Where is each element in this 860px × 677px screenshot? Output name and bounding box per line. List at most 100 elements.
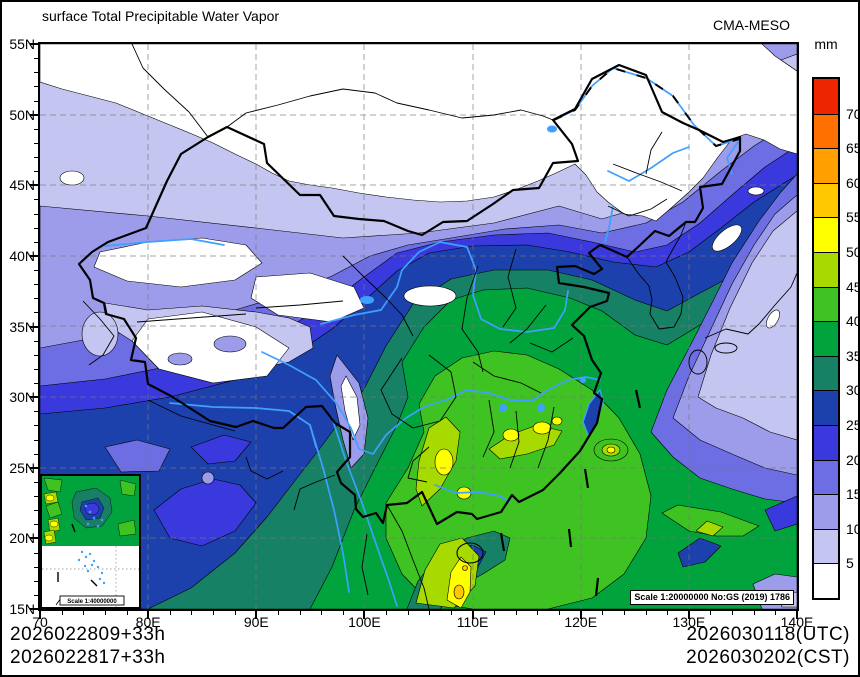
inset-scale-box: Scale 1:40000000 (55, 595, 125, 606)
y-axis-minor-tick (34, 86, 38, 88)
x-axis-minor-tick (667, 611, 669, 615)
x-axis-minor-tick (450, 611, 452, 615)
x-axis-major-tick (687, 611, 690, 619)
x-axis-minor-tick (321, 611, 323, 615)
x-axis-major-tick (579, 611, 582, 619)
x-axis-major-tick (363, 611, 366, 619)
x-axis-minor-tick (191, 611, 193, 615)
y-axis-minor-tick (34, 524, 38, 526)
y-axis-minor-tick (34, 566, 38, 568)
y-axis-tick-label: 45N (9, 177, 35, 194)
colorbar (812, 77, 840, 600)
colorbar-segment (814, 182, 838, 218)
y-axis-minor-tick (34, 354, 38, 356)
colorbar-tick-label: 35 (846, 347, 858, 364)
colorbar-tick-label: 55 (846, 209, 858, 226)
colorbar-segment (814, 563, 838, 598)
x-axis-minor-tick (126, 611, 128, 615)
x-axis-minor-tick (342, 611, 344, 615)
y-axis-minor-tick (34, 227, 38, 229)
y-axis-minor-tick (34, 142, 38, 144)
lakes (360, 125, 586, 412)
colorbar-segment (814, 424, 838, 460)
y-axis-tick-label: 15N (9, 601, 35, 617)
x-axis-minor-tick (61, 611, 63, 615)
x-axis-tick-label: 130E (672, 614, 706, 630)
y-axis-minor-tick (34, 340, 38, 342)
x-axis-minor-tick (429, 611, 431, 615)
x-axis-minor-tick (277, 611, 279, 615)
x-axis-minor-tick (602, 611, 604, 615)
map-plot-area: Scale 1:40000000 Scale 1:20000000 No:GS … (30, 42, 799, 619)
x-axis-minor-tick (169, 611, 171, 615)
model-name-label: CMA-MESO (713, 17, 790, 33)
x-axis-minor-tick (234, 611, 236, 615)
inset-scale-label: Scale 1:40000000 (67, 599, 117, 605)
y-axis-minor-tick (34, 213, 38, 215)
colorbar-tick-label: 65 (846, 140, 858, 157)
y-axis-minor-tick (34, 128, 38, 130)
y-axis-major-tick (30, 466, 38, 469)
page-title: surface Total Precipitable Water Vapor (42, 8, 280, 24)
x-axis-major-tick (796, 611, 798, 619)
x-axis-minor-tick (645, 611, 647, 615)
init-time-utc-label: 2026022809+33h (10, 624, 166, 645)
x-axis-major-tick (147, 611, 150, 619)
x-axis-minor-tick (515, 611, 517, 615)
y-axis-minor-tick (34, 298, 38, 300)
valid-time-utc-label: 2026030118(UTC) (686, 624, 850, 645)
x-axis-tick-label: 140E (780, 614, 814, 630)
colorbar-tick-label: 60 (846, 174, 858, 191)
y-axis-minor-tick (34, 100, 38, 102)
colorbar-segment (814, 494, 838, 529)
colorbar-segment (814, 528, 838, 564)
graticule-grid (40, 44, 797, 609)
y-axis-major-tick (30, 396, 38, 399)
y-axis-minor-tick (34, 510, 38, 512)
colorbar-segment (814, 79, 838, 114)
x-axis-tick-label: 120E (564, 614, 598, 630)
x-axis-minor-tick (494, 611, 496, 615)
y-axis-major-tick (30, 608, 38, 610)
colorbar-segment (814, 286, 838, 322)
y-axis-tick-label: 40N (9, 247, 35, 264)
x-axis-major-tick (471, 611, 474, 619)
map-canvas (40, 44, 797, 609)
x-axis-major-tick (39, 611, 41, 619)
x-axis-major-tick (255, 611, 258, 619)
x-axis-minor-tick (775, 611, 777, 615)
y-axis-tick-label: 20N (9, 530, 35, 547)
x-axis-minor-tick (732, 611, 734, 615)
y-axis-minor-tick (34, 481, 38, 483)
y-axis-minor-tick (34, 411, 38, 413)
x-axis-minor-tick (710, 611, 712, 615)
x-axis-minor-tick (104, 611, 106, 615)
x-axis-minor-tick (753, 611, 755, 615)
colorbar-tick-label: 10 (846, 520, 858, 537)
y-axis-minor-tick (34, 496, 38, 497)
y-axis-minor-tick (34, 199, 38, 201)
colorbar-segment (814, 355, 838, 391)
x-axis-tick-label: 100E (348, 614, 381, 630)
y-axis-minor-tick (34, 425, 38, 427)
yellow-river (320, 241, 569, 333)
x-axis-minor-tick (213, 611, 215, 615)
colorbar-tick-label: 40 (846, 313, 858, 330)
y-axis-tick-label: 30N (9, 389, 35, 406)
x-axis-minor-tick (83, 611, 85, 615)
y-axis-tick-label: 50N (9, 106, 35, 123)
y-axis-major-tick (30, 537, 38, 540)
colorbar-tick-label: 50 (846, 244, 858, 260)
colorbar-tick-label: 70 (846, 105, 858, 122)
x-axis-tick-label: 80E (135, 614, 161, 630)
y-axis-minor-tick (34, 171, 38, 173)
y-axis-minor-tick (34, 312, 38, 314)
y-axis-minor-tick (34, 594, 38, 596)
y-axis-minor-tick (34, 580, 38, 582)
dash-marks (499, 389, 642, 597)
colorbar-tick-label: 5 (846, 555, 854, 572)
colorbar-tick-label: 25 (846, 417, 858, 433)
inset-island-dots (77, 504, 106, 585)
colorbar-unit-label: mm (814, 36, 838, 52)
